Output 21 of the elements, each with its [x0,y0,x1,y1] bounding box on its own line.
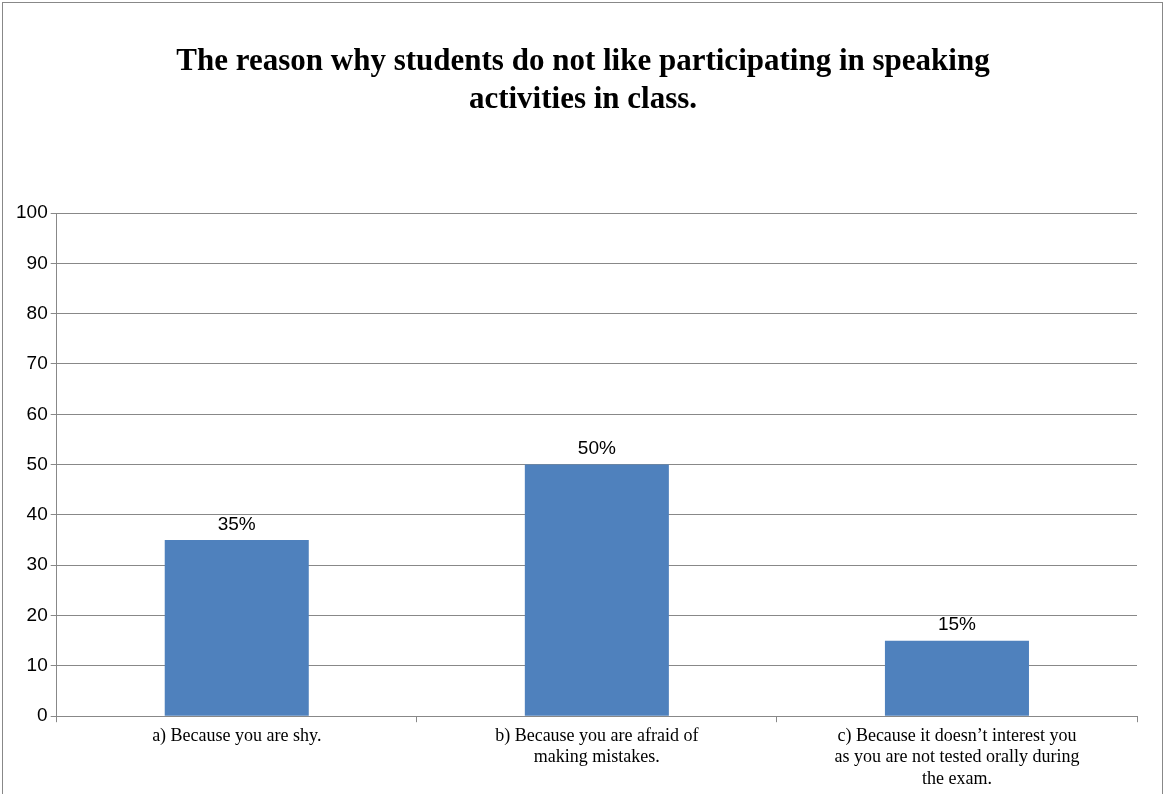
y-tick-label: 70 [26,352,48,374]
y-tick-label: 20 [26,603,48,625]
bar [884,640,1029,716]
y-tick-label: 60 [26,402,48,424]
data-label: 15% [937,613,977,635]
y-tick-label: 30 [26,553,48,575]
y-tick-label: 40 [26,503,48,525]
chart-title: The reason why students do not like participating in speaking activities in class. [175,41,991,117]
x-tick-label: b) Because you are afraid of making mistakes. [495,724,699,767]
y-tick-label: 10 [26,654,48,676]
data-label: 50% [577,437,616,459]
y-tick-label: 0 [37,704,48,726]
x-tick-label: c) Because it doesn’t interest you as you are not tested orally during the exam. [834,724,1080,788]
y-tick-label: 50 [26,452,48,474]
y-tick-label: 90 [26,251,48,273]
data-label: 35% [217,512,256,534]
y-tick-label: 80 [26,301,48,323]
x-tick-label: a) Because you are shy. [152,724,322,746]
bar [524,464,669,716]
y-tick-label: 100 [16,201,48,223]
bar [164,540,309,716]
